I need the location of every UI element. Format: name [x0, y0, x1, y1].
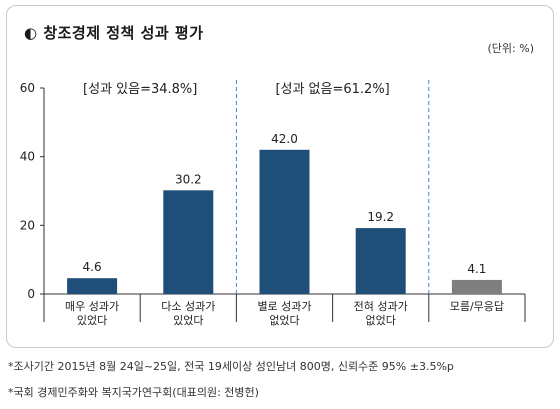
bar	[259, 149, 310, 294]
category-label: 없었다	[366, 314, 396, 327]
group-annotation: [성과 있음=34.8%]	[83, 82, 197, 97]
bar-chart: 0 20 40 60 [성과 있음=34.8%] [성과 없음=61.2%] 4.6 매우 성…	[20, 80, 526, 327]
data-label: 4.6	[83, 260, 102, 274]
bar	[451, 279, 502, 294]
bar	[163, 190, 214, 294]
data-label: 30.2	[175, 172, 202, 186]
category-label: 있었다	[173, 314, 203, 327]
footnote-survey: *조사기간 2015년 8월 24일~25일, 전국 19세이상 성인남녀 80…	[8, 360, 454, 373]
category-label: 다소 성과가	[161, 300, 215, 313]
data-label: 42.0	[271, 132, 298, 146]
y-tick-label: 60	[20, 81, 35, 95]
bar	[355, 228, 406, 294]
group-annotation: [성과 없음=61.2%]	[275, 82, 389, 97]
chart-title: 창조경제 정책 성과 평가	[43, 24, 204, 42]
footnote-source: *국회 경제민주화와 복지국가연구회(대표의원: 전병헌)	[8, 386, 259, 399]
y-tick-label: 40	[20, 150, 35, 164]
unit-label: (단위: %)	[487, 42, 534, 55]
category-label: 전혀 성과가	[354, 300, 408, 313]
y-tick-label: 0	[27, 287, 35, 301]
category-label: 있었다	[77, 314, 107, 327]
category-label: 매우 성과가	[65, 300, 119, 313]
half-circle-icon: ◐	[24, 24, 38, 42]
category-label: 없었다	[269, 314, 299, 327]
category-label: 모름/무응답	[450, 300, 504, 313]
bar	[67, 278, 118, 294]
y-tick-label: 20	[20, 218, 35, 232]
data-label: 4.1	[467, 262, 486, 276]
category-label: 별로 성과가	[257, 300, 311, 313]
data-label: 19.2	[367, 210, 394, 224]
chart-title-row: ◐ 창조경제 정책 성과 평가	[24, 22, 204, 43]
